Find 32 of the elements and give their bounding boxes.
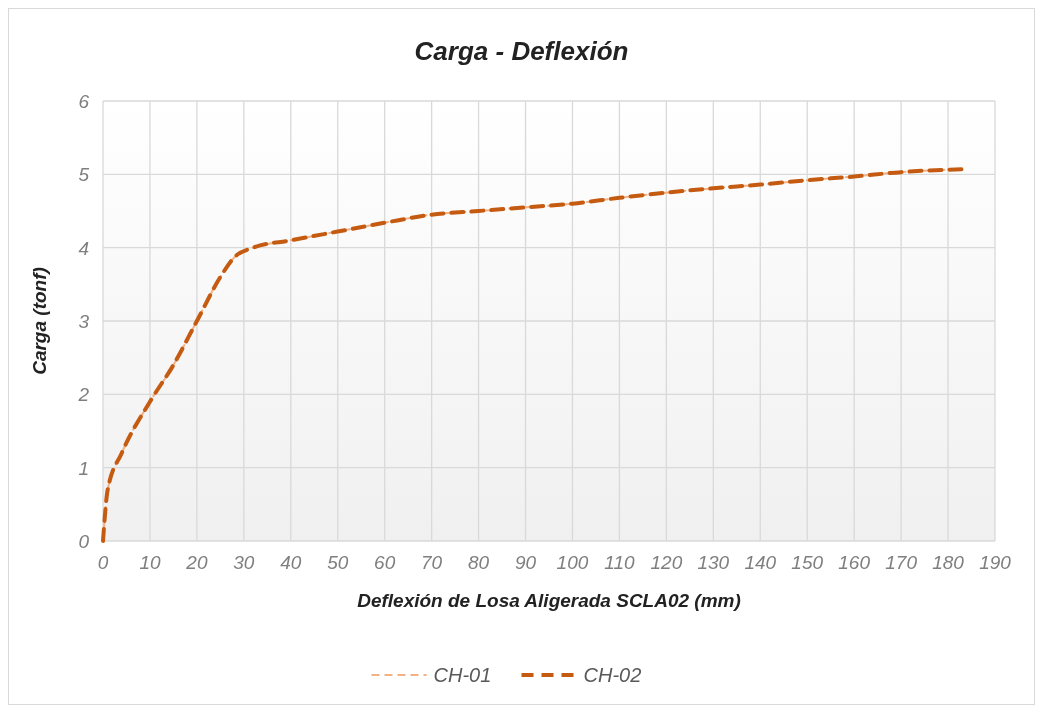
y-axis-title: Carga (tonf) [29,267,50,375]
x-tick-label: 170 [885,552,918,573]
x-tick-label: 10 [139,552,161,573]
x-axis-title: Deflexión de Losa Aligerada SCLA02 (mm) [357,590,741,611]
x-tick-label: 130 [697,552,730,573]
x-tick-label: 100 [556,552,589,573]
x-tick-label: 30 [233,552,255,573]
chart-title: Carga - Deflexión [414,36,629,66]
y-tick-label: 3 [78,311,90,332]
x-tick-label: 160 [838,552,871,573]
y-tick-label: 0 [78,531,90,552]
legend-label: CH-01 [433,664,492,686]
x-tick-label: 60 [374,552,396,573]
x-tick-label: 90 [514,552,537,573]
x-tick-label: 40 [280,552,302,573]
y-tick-label: 6 [78,91,90,112]
y-tick-label: 4 [78,237,89,259]
y-tick-label: 5 [78,164,90,186]
legend-label: CH-02 [583,664,642,686]
x-tick-label: 150 [791,552,824,573]
y-tick-label: 2 [77,384,90,406]
x-tick-label: 140 [744,552,777,573]
x-tick-label: 190 [979,552,1012,573]
x-tick-label: 120 [650,552,683,573]
y-tick-label: 1 [78,457,89,479]
x-tick-label: 0 [97,552,109,573]
x-tick-label: 50 [327,552,349,573]
x-tick-label: 80 [468,552,490,573]
x-tick-label: 70 [421,552,443,573]
x-tick-label: 20 [185,552,208,573]
x-tick-label: 110 [604,552,635,573]
x-tick-label: 180 [932,552,965,573]
